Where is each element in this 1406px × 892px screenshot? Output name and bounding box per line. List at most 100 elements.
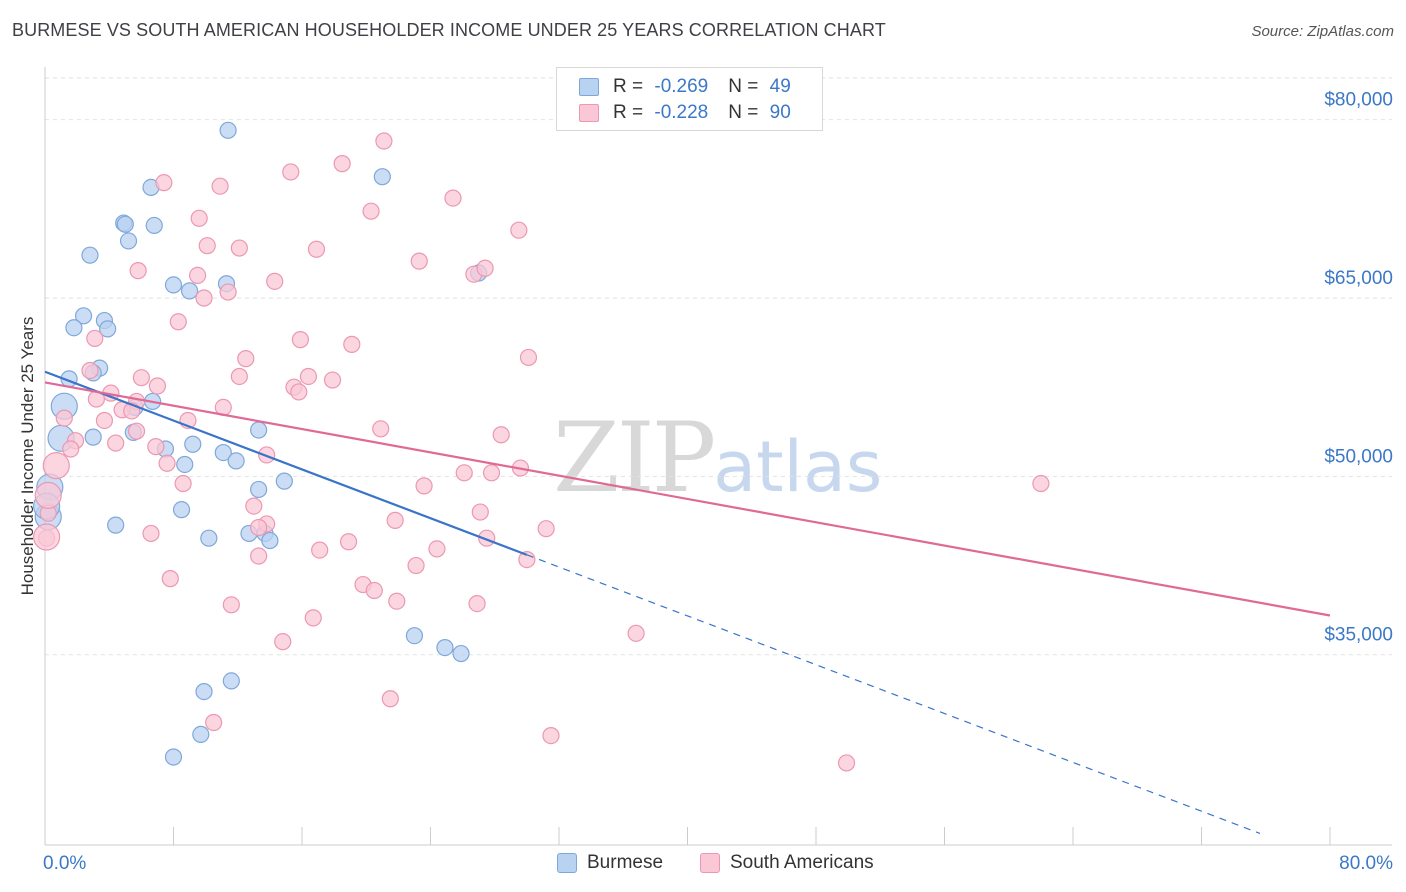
burmese-point bbox=[275, 472, 293, 490]
south-americans-point bbox=[333, 155, 351, 173]
legend-row-south-americans: R = -0.228 N = 90 bbox=[579, 100, 791, 126]
south-americans-point bbox=[129, 262, 147, 280]
burmese-point bbox=[176, 455, 194, 474]
burmese-point bbox=[116, 215, 134, 233]
legend-r-label: R = bbox=[613, 102, 649, 123]
south-americans-point bbox=[410, 252, 428, 270]
south-americans-point bbox=[62, 440, 80, 458]
south-americans-point bbox=[365, 581, 383, 600]
burmese-point bbox=[214, 443, 232, 462]
south-americans-point bbox=[307, 240, 326, 258]
watermark-atlas: atlas bbox=[713, 426, 883, 508]
watermark-zip: ZIP bbox=[553, 402, 716, 514]
burmese-legend-swatch bbox=[557, 853, 577, 873]
burmese-point bbox=[99, 320, 117, 338]
chart-title: BURMESE VS SOUTH AMERICAN HOUSEHOLDER IN… bbox=[12, 20, 886, 40]
burmese-point bbox=[436, 639, 454, 657]
burmese-point bbox=[74, 307, 93, 325]
south-americans-point bbox=[510, 221, 528, 239]
south-americans-point bbox=[311, 541, 329, 559]
burmese-point bbox=[192, 725, 210, 744]
burmese-point bbox=[373, 168, 391, 186]
y-tick-label: $80,000 bbox=[1324, 90, 1393, 111]
south-americans-point bbox=[174, 474, 192, 493]
south-americans-point bbox=[86, 329, 104, 348]
burmese-point bbox=[65, 319, 83, 337]
south-americans-point bbox=[230, 239, 248, 257]
south-americans-point bbox=[518, 551, 536, 569]
south-americans-point bbox=[455, 464, 473, 482]
burmese-point bbox=[164, 276, 183, 294]
south-americans-point bbox=[415, 477, 433, 495]
burmese-point bbox=[107, 516, 125, 534]
south-americans-point bbox=[388, 592, 406, 610]
legend-n-value-burmese: 49 bbox=[769, 76, 791, 97]
legend-n-label: N = bbox=[728, 102, 764, 123]
y-tick-label: $35,000 bbox=[1324, 625, 1393, 646]
south-americans-point bbox=[34, 481, 62, 509]
south-americans-point bbox=[219, 283, 237, 301]
correlation-legend: R = -0.269 N = 49 R = -0.228 N = 90 bbox=[556, 67, 823, 131]
south-americans-point bbox=[148, 377, 167, 395]
south-americans-point bbox=[290, 383, 308, 401]
south-americans-point bbox=[55, 409, 73, 427]
burmese-trend-extension bbox=[526, 554, 1261, 835]
burmese-point bbox=[250, 480, 268, 499]
south-americans-legend-swatch bbox=[700, 853, 720, 873]
burmese-point bbox=[227, 452, 245, 470]
south-americans-point bbox=[375, 132, 393, 150]
south-americans-point bbox=[476, 259, 494, 277]
south-americans-point bbox=[190, 209, 208, 227]
south-americans-point bbox=[323, 371, 342, 389]
south-americans-point bbox=[33, 523, 61, 551]
south-americans-point bbox=[266, 272, 284, 290]
south-americans-point bbox=[471, 503, 489, 521]
south-americans-point bbox=[107, 434, 125, 452]
south-americans-point bbox=[837, 754, 856, 772]
bottom-legend-south-americans: South Americans bbox=[700, 852, 874, 874]
south-americans-point bbox=[299, 367, 318, 386]
bottom-legend-burmese: Burmese bbox=[557, 852, 663, 874]
south-americans-point bbox=[142, 524, 160, 543]
source-label: Source: ZipAtlas.com bbox=[1251, 23, 1394, 40]
legend-row-burmese: R = -0.269 N = 49 bbox=[579, 74, 791, 100]
y-tick-label: $65,000 bbox=[1324, 268, 1393, 289]
legend-r-label: R = bbox=[613, 76, 649, 97]
south-americans-point bbox=[274, 633, 292, 651]
south-americans-point bbox=[205, 713, 223, 732]
south-americans-trend-line bbox=[44, 381, 1331, 617]
south-americans-point bbox=[519, 348, 538, 367]
south-americans-point bbox=[147, 438, 165, 456]
south-americans-point bbox=[386, 511, 404, 529]
south-americans-point bbox=[195, 289, 213, 307]
south-americans-point bbox=[492, 426, 510, 444]
south-americans-point bbox=[304, 609, 322, 627]
south-americans-point bbox=[407, 556, 425, 575]
y-tick-label: $50,000 bbox=[1324, 446, 1393, 467]
burmese-point bbox=[180, 282, 199, 300]
south-americans-point bbox=[381, 690, 399, 708]
south-americans-point bbox=[362, 202, 380, 220]
burmese-point bbox=[81, 246, 99, 264]
south-americans-point bbox=[428, 540, 446, 558]
south-americans-point bbox=[81, 361, 99, 380]
south-americans-point bbox=[1032, 474, 1050, 493]
burmese-point bbox=[222, 672, 240, 690]
south-americans-point bbox=[230, 367, 248, 386]
burmese-point bbox=[119, 232, 138, 250]
burmese-point bbox=[145, 216, 163, 235]
south-americans-point bbox=[291, 331, 309, 349]
south-americans-point bbox=[245, 497, 263, 515]
south-americans-point bbox=[542, 726, 560, 745]
burmese-point bbox=[164, 748, 183, 766]
south-americans-point bbox=[339, 533, 358, 551]
south-americans-point bbox=[343, 335, 361, 353]
south-americans-swatch bbox=[579, 104, 599, 122]
south-americans-point bbox=[222, 596, 240, 614]
burmese-point bbox=[219, 121, 237, 139]
burmese-point bbox=[195, 682, 213, 701]
legend-r-value-burmese: -0.269 bbox=[654, 76, 709, 97]
burmese-point bbox=[184, 435, 202, 453]
south-americans-point bbox=[372, 420, 390, 438]
